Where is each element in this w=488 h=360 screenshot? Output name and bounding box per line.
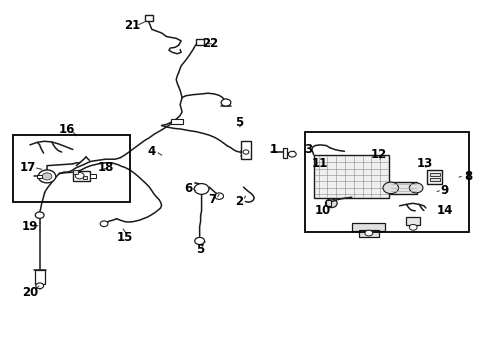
Text: 10: 10: [314, 204, 330, 217]
Bar: [82, 176, 87, 179]
Bar: [171, 119, 183, 124]
Text: 7: 7: [208, 193, 216, 206]
Bar: [389, 182, 416, 194]
Text: 6: 6: [184, 183, 192, 195]
Text: 3: 3: [303, 143, 311, 156]
Text: 15: 15: [117, 231, 133, 244]
Bar: [406, 217, 419, 225]
Text: 11: 11: [311, 157, 327, 170]
Circle shape: [221, 99, 230, 106]
Circle shape: [364, 230, 372, 236]
Bar: [429, 173, 439, 176]
Circle shape: [194, 237, 204, 244]
Text: 2: 2: [235, 195, 243, 208]
Text: 16: 16: [58, 123, 75, 136]
Circle shape: [288, 151, 296, 157]
Bar: [145, 15, 153, 22]
Bar: [351, 223, 384, 231]
Bar: [90, 174, 96, 178]
Bar: [37, 175, 41, 178]
Bar: [240, 141, 251, 159]
Text: 20: 20: [22, 287, 38, 300]
Circle shape: [408, 183, 422, 193]
Circle shape: [35, 212, 44, 219]
Text: 17: 17: [20, 161, 36, 174]
Text: 22: 22: [202, 37, 218, 50]
Text: 14: 14: [435, 204, 452, 217]
Circle shape: [100, 221, 108, 226]
Bar: [358, 230, 378, 237]
Circle shape: [243, 150, 248, 154]
Circle shape: [42, 173, 52, 180]
Text: 21: 21: [124, 19, 140, 32]
Bar: [195, 39, 203, 45]
Text: 1: 1: [269, 143, 277, 156]
Text: 12: 12: [370, 148, 386, 161]
Bar: [429, 178, 439, 181]
Circle shape: [75, 172, 84, 179]
Text: 5: 5: [235, 116, 243, 129]
Bar: [13, 135, 130, 202]
Text: 8: 8: [464, 170, 472, 183]
Bar: [326, 200, 330, 206]
Circle shape: [325, 199, 336, 208]
Text: 5: 5: [196, 243, 204, 256]
Circle shape: [408, 225, 416, 230]
Circle shape: [214, 193, 223, 199]
Bar: [73, 171, 90, 181]
Bar: [427, 170, 441, 184]
Text: 18: 18: [97, 161, 114, 174]
Text: 13: 13: [416, 157, 432, 170]
Text: 19: 19: [22, 220, 38, 233]
Circle shape: [382, 182, 398, 194]
Bar: [73, 170, 78, 174]
Bar: [305, 132, 468, 232]
Text: 4: 4: [147, 145, 156, 158]
Text: 9: 9: [439, 184, 447, 197]
Circle shape: [36, 283, 43, 289]
Bar: [282, 148, 287, 158]
Bar: [35, 270, 44, 284]
Circle shape: [194, 184, 208, 194]
Bar: [313, 155, 388, 198]
Circle shape: [38, 170, 56, 183]
